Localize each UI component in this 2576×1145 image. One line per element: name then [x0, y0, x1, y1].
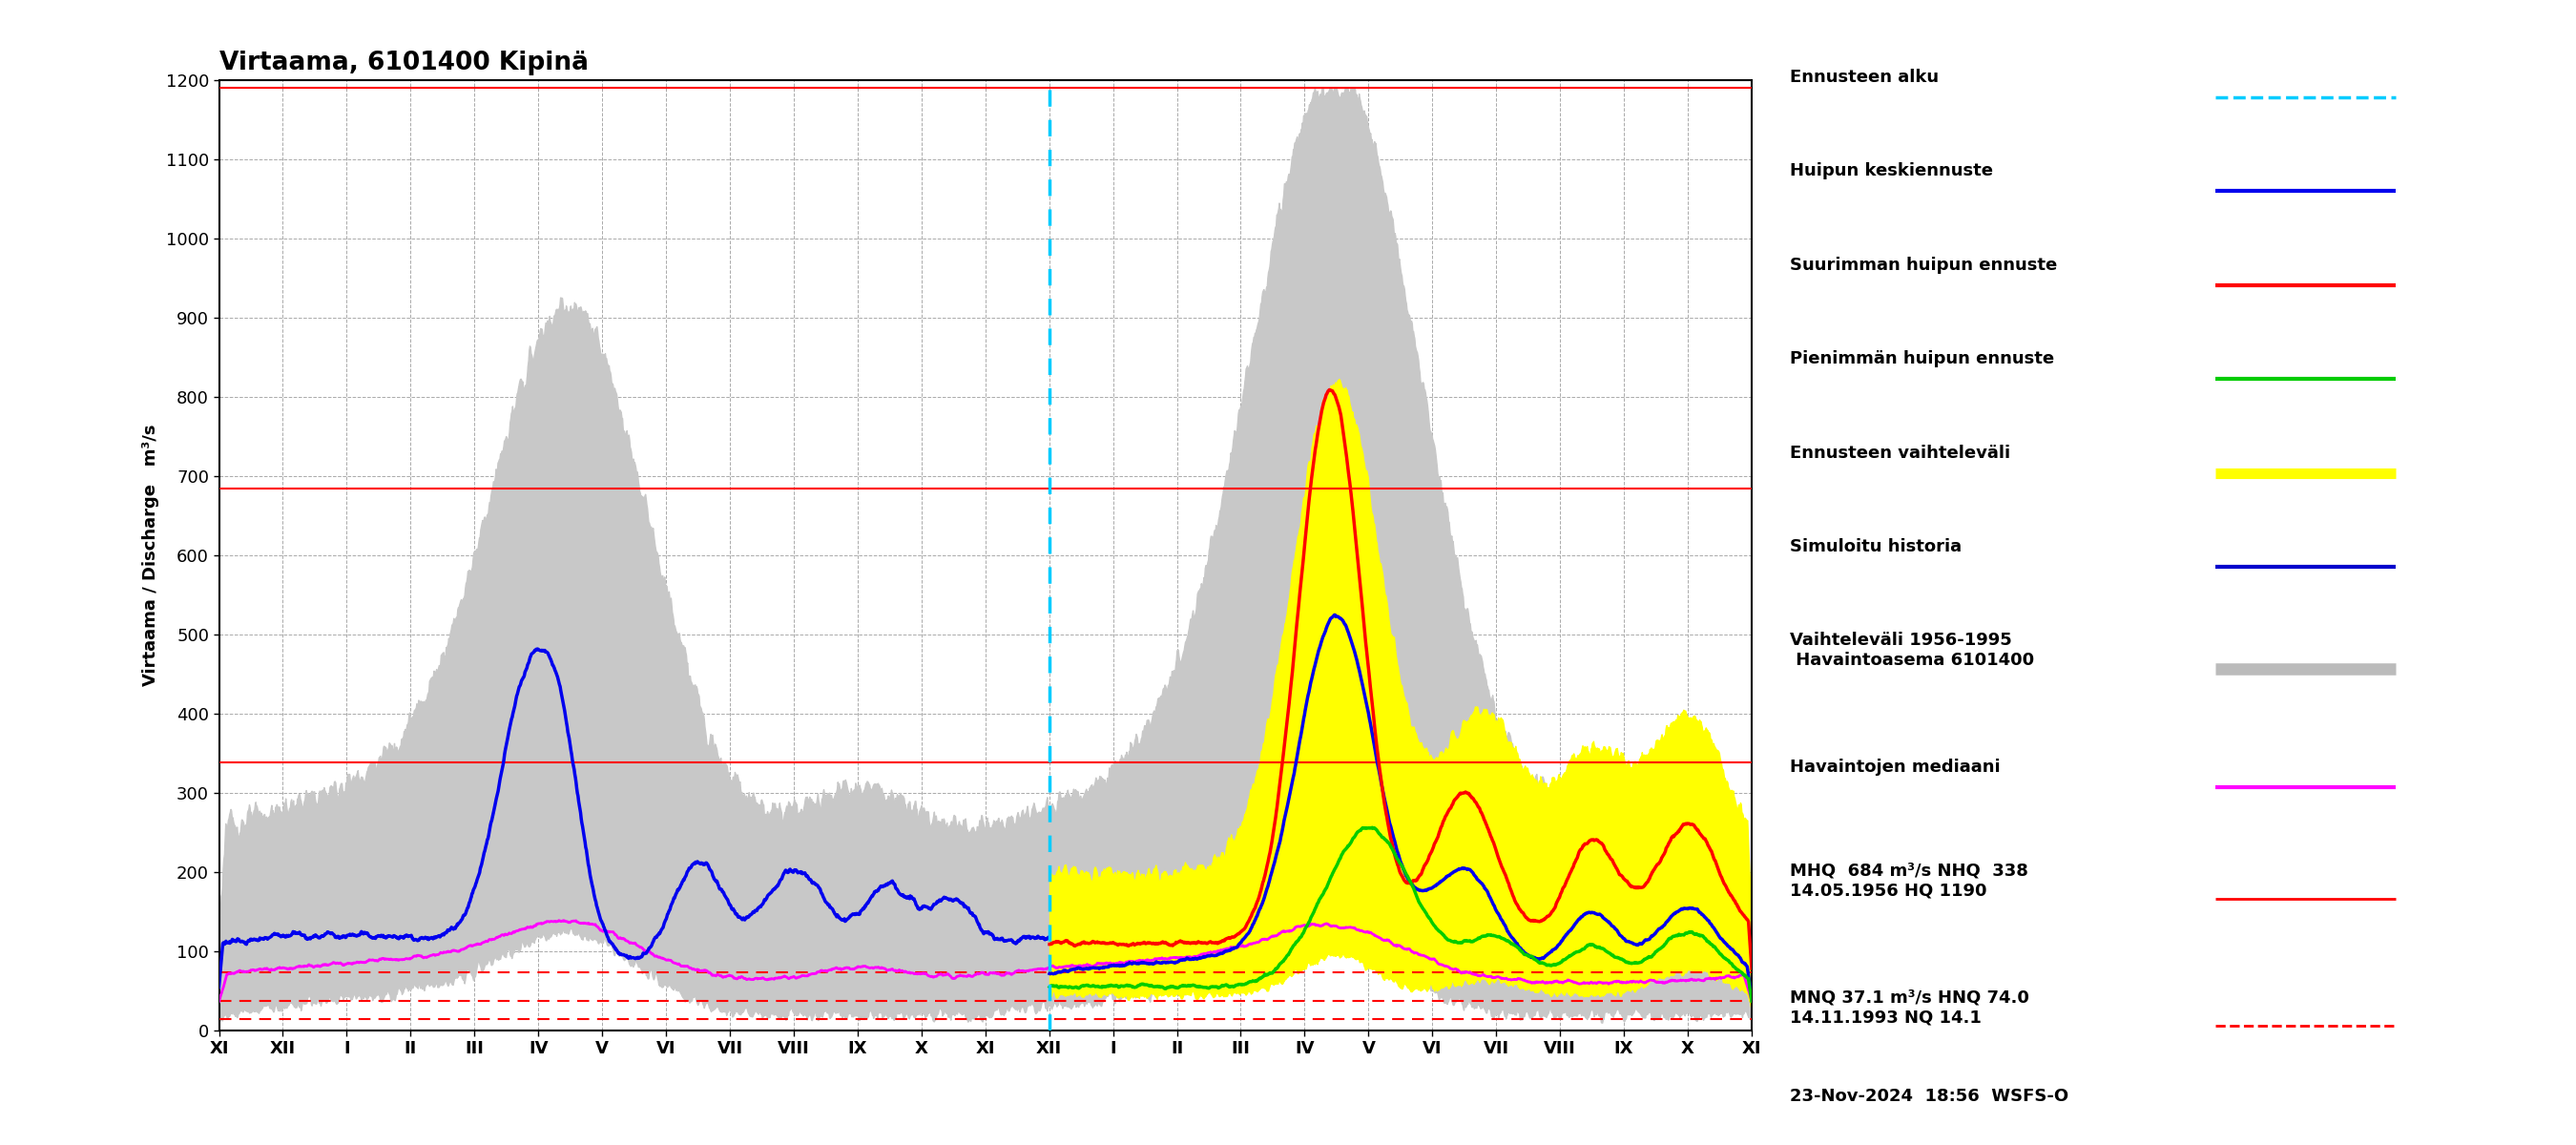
Text: Suurimman huipun ennuste: Suurimman huipun ennuste	[1790, 256, 2058, 274]
Text: Ennusteen alku: Ennusteen alku	[1790, 69, 1940, 86]
Text: Ennusteen vaihteleväli: Ennusteen vaihteleväli	[1790, 444, 2012, 461]
Text: Havaintojen mediaani: Havaintojen mediaani	[1790, 759, 2002, 776]
Y-axis label: Virtaama / Discharge   m³/s: Virtaama / Discharge m³/s	[142, 425, 160, 686]
Text: Vaihteleväli 1956-1995
 Havaintoasema 6101400: Vaihteleväli 1956-1995 Havaintoasema 610…	[1790, 632, 2035, 669]
Text: Huipun keskiennuste: Huipun keskiennuste	[1790, 163, 1994, 180]
Text: MNQ 37.1 m³/s HNQ 74.0
14.11.1993 NQ 14.1: MNQ 37.1 m³/s HNQ 74.0 14.11.1993 NQ 14.…	[1790, 989, 2030, 1026]
Text: Virtaama, 6101400 Kipinä: Virtaama, 6101400 Kipinä	[219, 50, 587, 76]
Text: 23-Nov-2024  18:56  WSFS-O: 23-Nov-2024 18:56 WSFS-O	[1790, 1088, 2069, 1105]
Text: Pienimmän huipun ennuste: Pienimmän huipun ennuste	[1790, 350, 2056, 368]
Text: MHQ  684 m³/s NHQ  338
14.05.1956 HQ 1190: MHQ 684 m³/s NHQ 338 14.05.1956 HQ 1190	[1790, 862, 2030, 899]
Text: Simuloitu historia: Simuloitu historia	[1790, 538, 1963, 555]
